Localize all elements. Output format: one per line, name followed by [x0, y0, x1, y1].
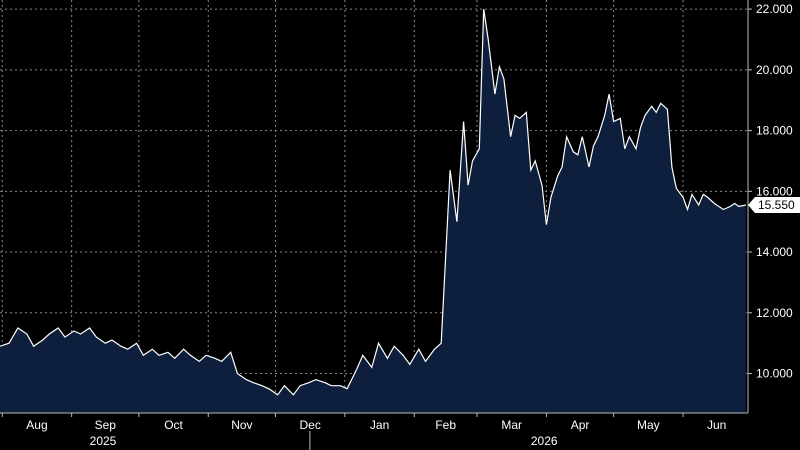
last-value-tag	[748, 196, 800, 213]
x-tick-label: Nov	[231, 418, 252, 432]
x-tick-label: Jun	[707, 418, 726, 432]
x-tick-label: Oct	[164, 418, 183, 432]
last-value-label: 15.550	[758, 198, 795, 212]
x-tick-label: Apr	[571, 418, 590, 432]
series-line	[0, 9, 746, 396]
x-tick-label: Aug	[26, 418, 47, 432]
y-tick-label: 22.000	[756, 2, 793, 16]
y-tick-label: 16.000	[756, 184, 793, 198]
year-labels: 2025 2026	[90, 431, 558, 450]
y-tick-label: 14.000	[756, 245, 793, 259]
y-tick-label: 18.000	[756, 124, 793, 138]
x-tick-label: Feb	[435, 418, 456, 432]
year-label: 2025	[90, 434, 117, 448]
x-tick-label: Mar	[501, 418, 522, 432]
y-tick-label: 20.000	[756, 63, 793, 77]
y-tick-label: 12.000	[756, 306, 793, 320]
x-tick-label: Jan	[370, 418, 389, 432]
x-tick-label: Sep	[95, 418, 117, 432]
x-tick-label: May	[637, 418, 660, 432]
y-tick-label: 10.000	[756, 367, 793, 381]
x-axis: Aug Sep Oct Nov Dec Jan Feb Mar Apr May Jun	[1, 413, 726, 432]
series-area	[0, 9, 746, 413]
last-value-marker: 15.550	[748, 196, 800, 213]
x-tick-label: Dec	[300, 418, 321, 432]
year-label: 2026	[531, 434, 558, 448]
y-axis: 10.000 12.000 14.000 16.000 18.000 20.000 22.0…	[748, 2, 793, 381]
